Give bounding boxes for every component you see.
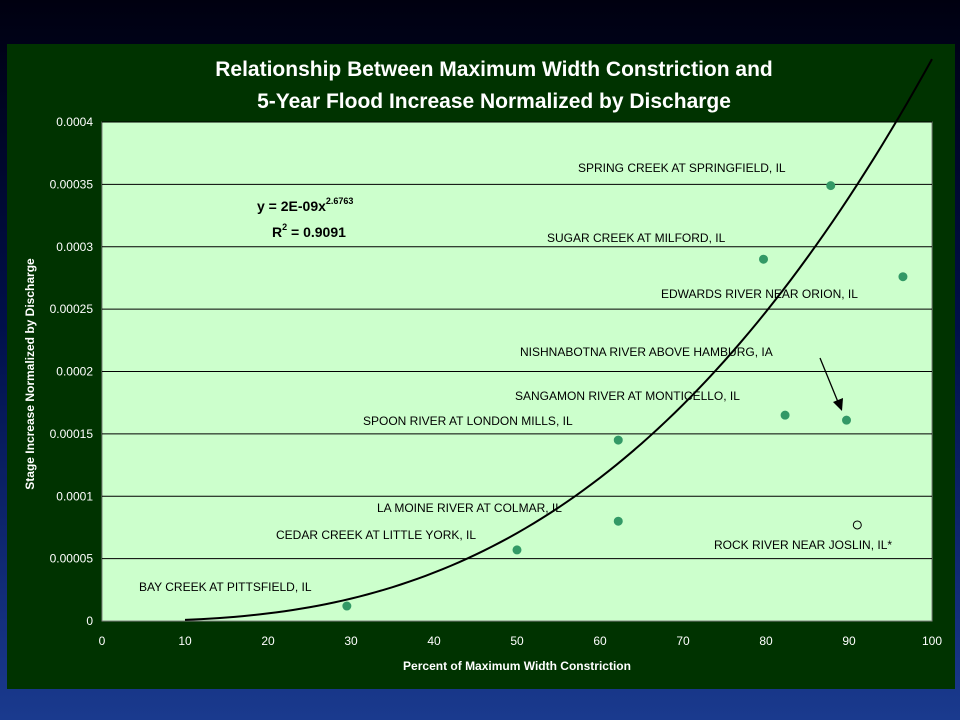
y-tick-label: 0.00015 — [50, 427, 94, 441]
x-tick-label: 50 — [510, 634, 524, 648]
y-tick-label: 0.0001 — [56, 489, 93, 503]
y-axis-label: Stage Increase Normalized by Discharge — [23, 258, 37, 490]
x-tick-labels: 0 10 20 30 40 50 60 70 80 90 100 — [99, 634, 943, 648]
arrow-head — [833, 398, 843, 411]
x-tick-label: 60 — [593, 634, 607, 648]
data-point — [613, 516, 623, 526]
x-tick-label: 20 — [261, 634, 275, 648]
trend-r-squared: R2 = 0.9091 — [272, 222, 346, 240]
arrow-shaft — [819, 357, 839, 403]
data-point — [613, 435, 623, 445]
x-axis-label: Percent of Maximum Width Constriction — [403, 659, 631, 673]
chart-title: Relationship Between Maximum Width Const… — [215, 58, 773, 81]
y-tick-label: 0.0003 — [56, 240, 93, 254]
y-tick-label: 0.00035 — [50, 177, 94, 191]
grid-lines — [102, 121, 932, 560]
y-tick-labels: 0 0.00005 0.0001 0.00015 0.0002 0.00025 0.0003… — [50, 115, 94, 628]
data-point — [342, 601, 352, 611]
point-label: SANGAMON RIVER AT MONTICELLO, IL — [515, 389, 740, 403]
trend-line — [184, 58, 933, 621]
y-tick-label: 0.0004 — [56, 115, 93, 129]
point-labels: BAY CREEK AT PITTSFIELD, IL CEDAR CREEK A… — [139, 161, 892, 594]
data-point — [780, 410, 790, 420]
point-label: SUGAR CREEK AT MILFORD, IL — [547, 231, 726, 245]
point-label: LA MOINE RIVER AT COLMAR, IL — [377, 501, 562, 515]
x-tick-label: 70 — [676, 634, 690, 648]
point-label: ROCK RIVER NEAR JOSLIN, IL* — [714, 538, 892, 552]
y-tick-label: 0.0002 — [56, 365, 93, 379]
y-tick-label: 0 — [86, 614, 93, 628]
x-tick-label: 10 — [178, 634, 192, 648]
annotation-arrow — [819, 357, 843, 411]
data-point — [759, 254, 769, 264]
x-tick-label: 80 — [759, 634, 773, 648]
y-tick-label: 0.00005 — [50, 552, 94, 566]
point-label: BAY CREEK AT PITTSFIELD, IL — [139, 580, 312, 594]
x-tick-label: 30 — [344, 634, 358, 648]
x-tick-label: 40 — [427, 634, 441, 648]
data-point — [898, 272, 908, 282]
point-label: EDWARDS RIVER NEAR ORION, IL — [661, 287, 858, 301]
data-points — [342, 181, 908, 611]
point-label: SPOON RIVER AT LONDON MILLS, IL — [363, 414, 573, 428]
data-point — [852, 520, 862, 530]
point-label: CEDAR CREEK AT LITTLE YORK, IL — [276, 528, 476, 542]
x-tick-label: 0 — [99, 634, 106, 648]
trend-equation: y = 2E-09x2.6763 — [257, 196, 353, 214]
y-tick-label: 0.00025 — [50, 302, 94, 316]
point-label: SPRING CREEK AT SPRINGFIELD, IL — [578, 161, 786, 175]
x-tick-label: 100 — [922, 634, 942, 648]
data-point — [826, 181, 836, 191]
data-point — [842, 415, 852, 425]
data-point — [512, 545, 522, 555]
chart-subtitle: 5-Year Flood Increase Normalized by Disc… — [257, 90, 731, 113]
point-label: NISHNABOTNA RIVER ABOVE HAMBURG, IA — [520, 345, 773, 359]
x-tick-label: 90 — [842, 634, 856, 648]
